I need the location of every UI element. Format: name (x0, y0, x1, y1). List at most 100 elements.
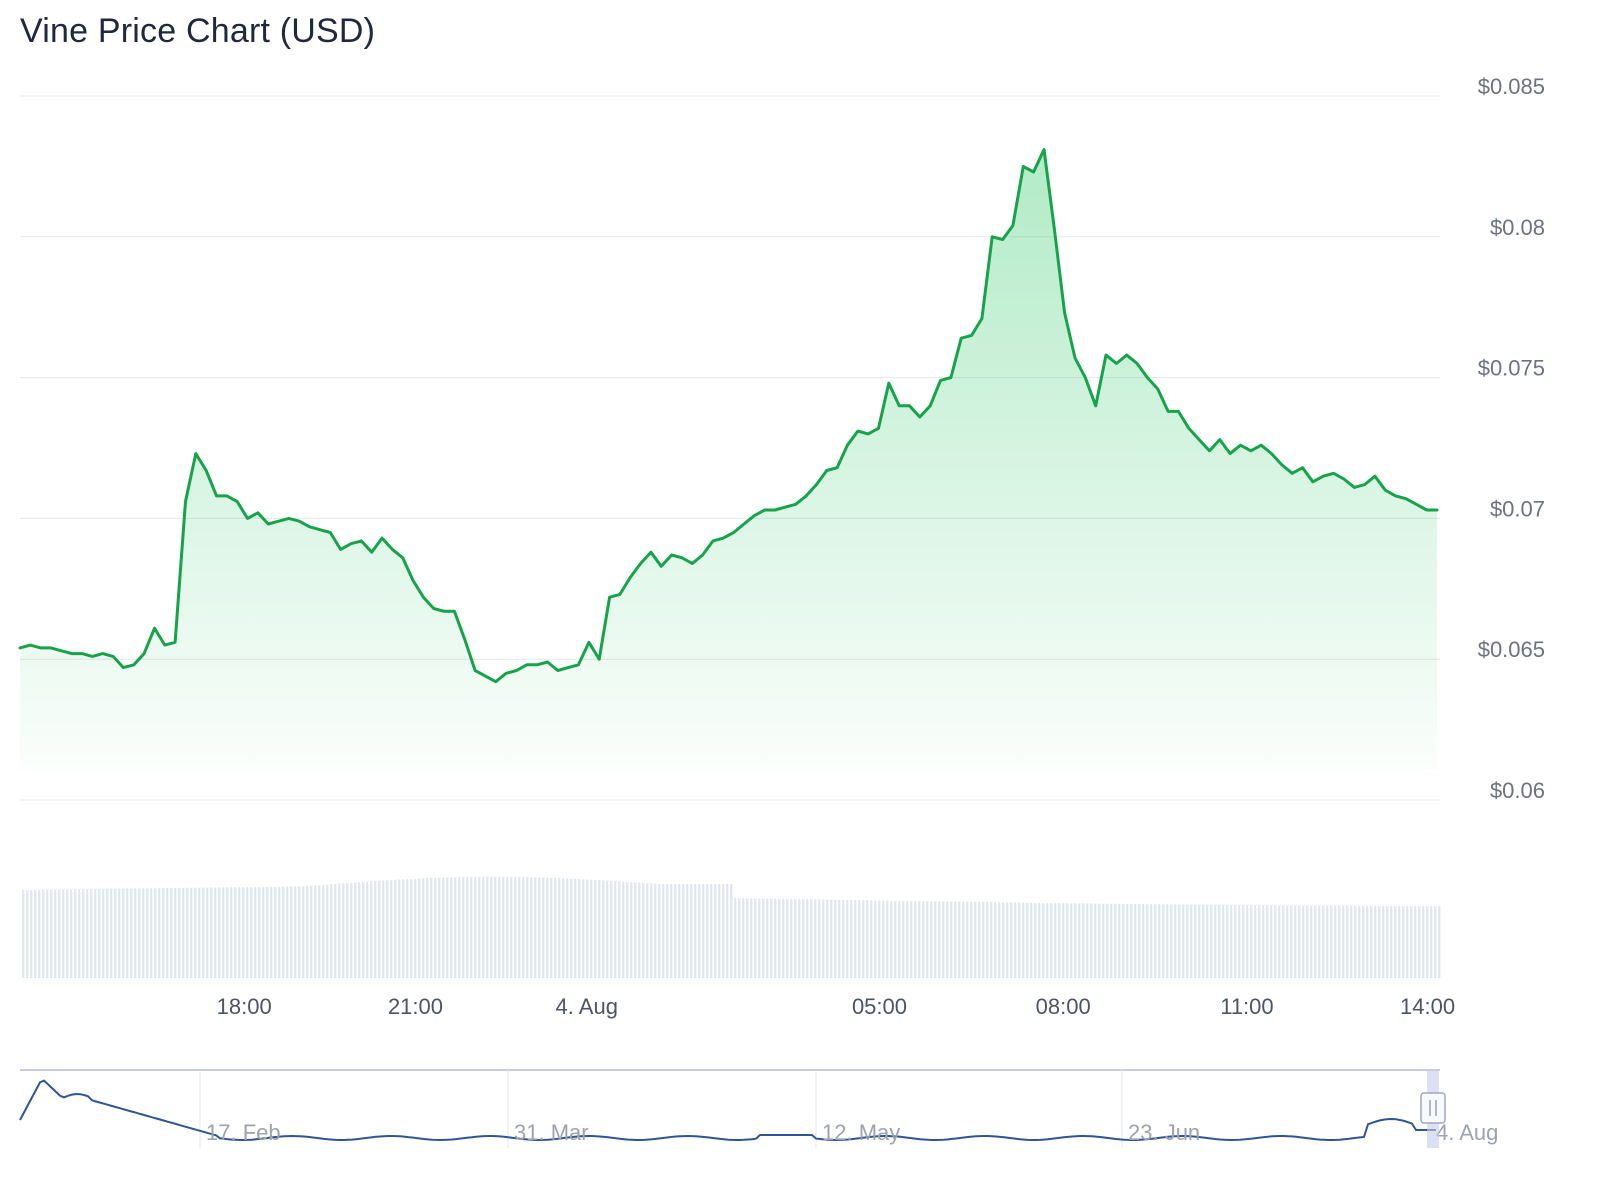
volume-bar (1374, 905, 1377, 978)
volume-bar (1038, 902, 1041, 978)
volume-bar (1122, 903, 1125, 978)
volume-bar (306, 886, 309, 978)
volume-bar (726, 884, 729, 978)
volume-bar (678, 884, 681, 978)
volume-bar (534, 877, 537, 978)
navigator-line (19, 1079, 1436, 1142)
volume-bar (898, 900, 901, 978)
volume-bar (814, 899, 817, 978)
volume-bar (386, 880, 389, 978)
volume-bar (550, 877, 553, 978)
volume-bar (1126, 903, 1129, 978)
volume-bar (458, 877, 461, 978)
volume-bar (118, 888, 121, 978)
volume-bar (946, 901, 949, 978)
volume-bar (646, 883, 649, 978)
volume-bar (794, 899, 797, 978)
volume-bar (1050, 903, 1053, 978)
y-axis-labels: $0.085 $0.08 $0.075 $0.07 $0.065 $0.06 (1478, 74, 1545, 803)
volume-bar (674, 884, 677, 978)
x-tick-label: 21:00 (388, 994, 443, 1019)
volume-bar (918, 901, 921, 978)
volume-bar (890, 900, 893, 978)
volume-bar (926, 901, 929, 978)
volume-bar (194, 887, 197, 978)
volume-bar (1398, 905, 1401, 978)
volume-bar (602, 880, 605, 978)
volume-bar (290, 886, 293, 978)
x-tick-label: 08:00 (1036, 994, 1091, 1019)
volume-bar (874, 900, 877, 978)
volume-bar (1134, 904, 1137, 978)
volume-bar (258, 886, 261, 978)
x-tick-label: 11:00 (1220, 994, 1273, 1019)
volume-bar (1002, 902, 1005, 978)
volume-bar (1254, 905, 1257, 978)
volume-bar (930, 901, 933, 978)
volume-bar (722, 884, 725, 978)
volume-bar (882, 900, 885, 978)
volume-bar (1030, 902, 1033, 978)
volume-bar (1422, 905, 1425, 978)
volume-bar (1158, 904, 1161, 978)
navigator-handle[interactable] (1420, 1092, 1446, 1124)
volume-bar (1226, 904, 1229, 978)
volume-bar (1074, 903, 1077, 978)
volume-bar (614, 881, 617, 978)
x-tick-label: 05:00 (852, 994, 907, 1019)
volume-bar (1146, 904, 1149, 978)
volume-bar (82, 889, 85, 978)
x-tick-label: 14:00 (1400, 994, 1455, 1019)
volume-bar (990, 902, 993, 978)
volume-bar (1350, 905, 1353, 978)
volume-bar (662, 884, 665, 978)
volume-bar (1394, 905, 1397, 978)
volume-bar (374, 881, 377, 978)
volume-bar (270, 886, 273, 978)
volume-bar (766, 898, 769, 978)
volume-bar (786, 898, 789, 978)
volume-bar (26, 889, 29, 978)
volume-bar (634, 882, 637, 978)
volume-bar (54, 889, 57, 978)
volume-bar (1198, 904, 1201, 978)
volume-bar (190, 887, 193, 978)
volume-bar (1258, 905, 1261, 978)
volume-bar (846, 899, 849, 978)
y-tick-label: $0.06 (1490, 778, 1545, 803)
volume-bar (418, 878, 421, 978)
volume-bar (1218, 904, 1221, 978)
volume-bar (1390, 905, 1393, 978)
volume-bar (426, 878, 429, 978)
price-line[interactable] (18, 148, 1439, 684)
volume-bar (1358, 905, 1361, 978)
volume-bar (414, 878, 417, 978)
volume-bar (490, 876, 493, 978)
volume-bar (546, 877, 549, 978)
volume-bar (286, 886, 289, 978)
volume-bar (390, 880, 393, 978)
volume-bar (1062, 903, 1065, 978)
volume-bar (178, 887, 181, 978)
volume-bar (398, 879, 401, 978)
volume-bar (318, 885, 321, 978)
volume-bar (730, 884, 733, 978)
volume-bar (1142, 904, 1145, 978)
volume-bar (1346, 905, 1349, 978)
volume-bar (914, 901, 917, 978)
volume-bar (74, 889, 77, 978)
volume-bar (734, 898, 737, 978)
volume-bar (1362, 905, 1365, 978)
volume-bar (1082, 903, 1085, 978)
range-navigator[interactable]: 17. Feb 31. Mar 12. May 23. Jun 4. Aug (19, 1069, 1498, 1148)
volume-bar (1078, 903, 1081, 978)
volume-bar (322, 884, 325, 978)
volume-bar (1414, 905, 1417, 978)
volume-bar (1222, 904, 1225, 978)
volume-bar (1386, 905, 1389, 978)
volume-bar (1070, 903, 1073, 978)
volume-bar (710, 884, 713, 978)
volume-bar (1298, 905, 1301, 978)
volume-bar (174, 887, 177, 978)
